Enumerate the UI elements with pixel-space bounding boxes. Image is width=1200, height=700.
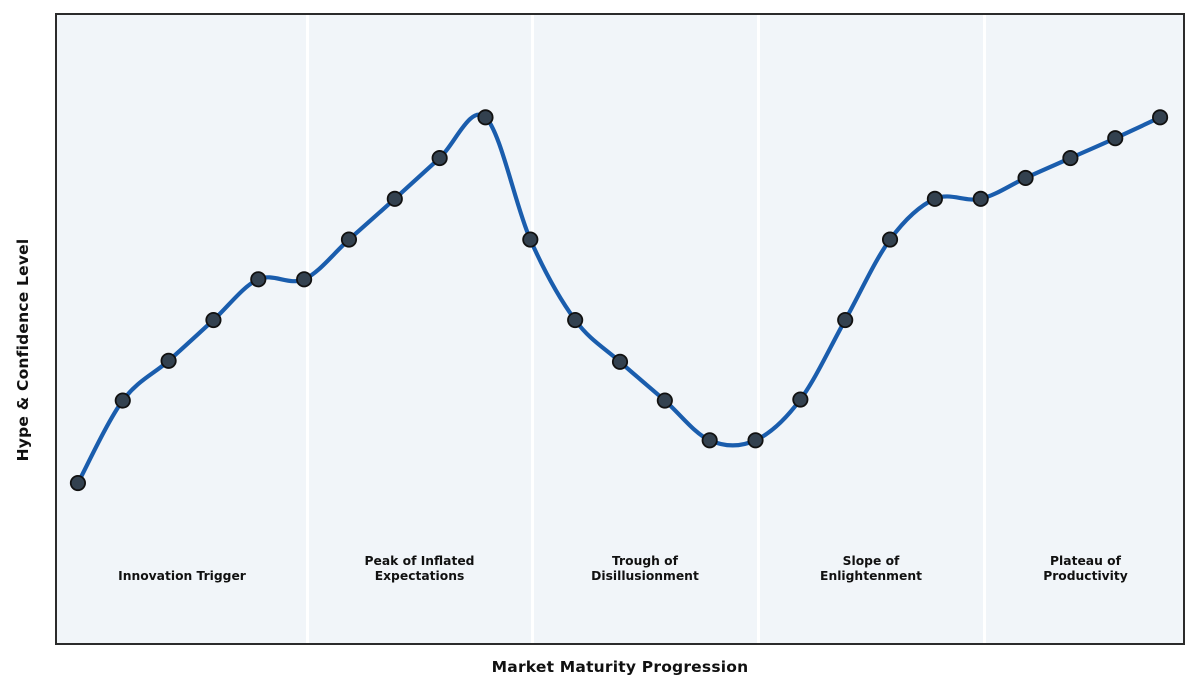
- data-point-marker[interactable]: [1017, 169, 1034, 187]
- stage-divider-4: [982, 15, 986, 643]
- data-point-marker[interactable]: [340, 231, 358, 248]
- stage-divider-1: [305, 15, 309, 643]
- data-point-marker[interactable]: [250, 271, 267, 288]
- data-point-marker[interactable]: [69, 474, 86, 492]
- x-axis-label: Market Maturity Progression: [491, 658, 749, 676]
- data-point-marker[interactable]: [747, 432, 764, 449]
- data-point-marker[interactable]: [881, 231, 899, 248]
- data-point-marker[interactable]: [611, 353, 629, 370]
- data-point-marker[interactable]: [837, 312, 854, 329]
- hype-curve-line: [75, 112, 1163, 486]
- stage-divider-2: [530, 15, 534, 643]
- hype-curve: [69, 109, 1169, 492]
- data-point-marker[interactable]: [386, 190, 403, 207]
- data-point-marker[interactable]: [1107, 130, 1124, 147]
- data-point-marker[interactable]: [114, 392, 131, 409]
- data-point-marker[interactable]: [656, 392, 673, 409]
- stage-divider-3: [756, 15, 760, 643]
- y-axis-label: Hype & Confidence Level: [14, 238, 32, 462]
- data-point-marker[interactable]: [431, 150, 448, 167]
- stage-bands: [57, 15, 1183, 643]
- data-point-marker[interactable]: [1062, 150, 1079, 167]
- data-point-marker[interactable]: [160, 352, 177, 369]
- data-point-marker[interactable]: [567, 312, 584, 329]
- data-point-marker[interactable]: [792, 391, 809, 408]
- plot-area: Innovation Trigger Peak of Inflated Expec…: [55, 13, 1185, 645]
- data-point-marker[interactable]: [972, 190, 989, 207]
- data-point-marker[interactable]: [522, 231, 539, 248]
- data-point-marker[interactable]: [205, 312, 222, 329]
- data-point-marker[interactable]: [701, 432, 718, 449]
- data-point-marker[interactable]: [1152, 109, 1169, 126]
- data-point-marker[interactable]: [477, 109, 494, 126]
- data-point-marker[interactable]: [296, 271, 313, 288]
- data-point-marker[interactable]: [926, 190, 943, 207]
